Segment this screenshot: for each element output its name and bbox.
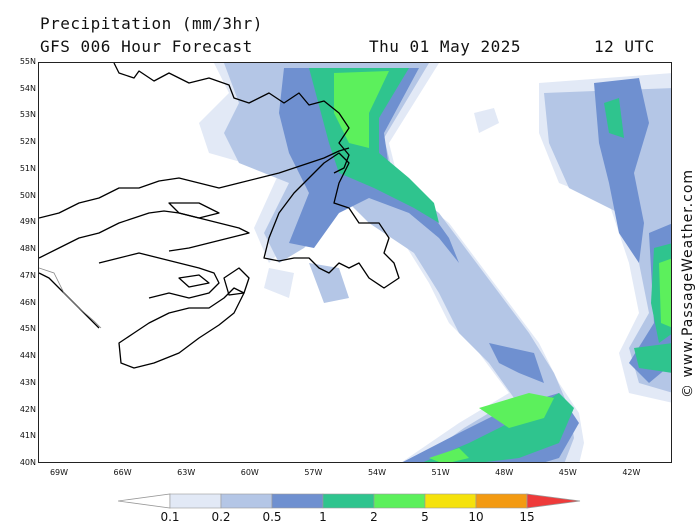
lon-label-42w: 42W (622, 468, 641, 477)
lat-label-49n: 49N (19, 217, 36, 227)
lon-label-51w: 51W (431, 468, 450, 477)
lat-label-55n: 55N (19, 57, 36, 66)
lat-label-46n: 46N (19, 297, 36, 307)
legend-arrow-left (118, 493, 171, 509)
lon-label-66w: 66W (113, 468, 132, 477)
border-lines (39, 267, 102, 329)
coastline-cape-breton (223, 267, 250, 296)
precipitation-legend (118, 493, 581, 509)
legend-arrow-right (526, 493, 581, 509)
coastline-newfoundland (263, 152, 400, 289)
coastline-anticosti (168, 202, 220, 219)
precip-east-1c (634, 343, 671, 373)
legend-label-0-2: 0.2 (211, 510, 231, 524)
precipitation-map (38, 62, 672, 463)
precip-south-2 (479, 393, 554, 428)
legend-swatch-10 (475, 493, 528, 509)
lon-label-54w: 54W (367, 468, 387, 477)
legend-swatch-05 (271, 493, 324, 509)
legend-label-15: 15 (519, 510, 535, 524)
legend-label-0-5: 0.5 (262, 510, 282, 524)
coastline-st-lawrence-south (39, 210, 250, 259)
legend-swatch-01 (169, 493, 222, 509)
lat-label-54n: 54N (19, 83, 36, 93)
precip-east-1 (604, 98, 624, 138)
precip-layer-2 (334, 71, 671, 462)
coastline-labrador (113, 63, 350, 174)
precip-band-east-02 (544, 88, 671, 393)
legend-swatch-5 (424, 493, 477, 509)
lon-label-57w: 57W (304, 468, 323, 477)
coastline-maine (39, 272, 100, 329)
precip-spot-2 (264, 268, 294, 298)
lat-label-40n: 40N (19, 458, 36, 467)
forecast-time: 12 UTC (594, 37, 655, 56)
coastlines (39, 63, 400, 369)
lon-label-60w: 60W (240, 468, 259, 477)
lat-label-50n: 50N (19, 190, 36, 200)
legend-label-0-1: 0.1 (160, 510, 180, 524)
lat-label-45n: 45N (19, 324, 36, 334)
border-canada-us (39, 267, 102, 329)
precip-south-05 (489, 343, 544, 383)
lat-label-51n: 51N (19, 163, 36, 173)
lat-label-42n: 42N (19, 404, 36, 414)
forecast-subtitle: GFS 006 Hour Forecast (40, 37, 253, 56)
map-title: Precipitation (mm/3hr) (40, 14, 263, 33)
lat-label-41n: 41N (19, 431, 36, 441)
precip-mid-patch (309, 263, 349, 303)
coastline-nova-scotia (118, 287, 245, 369)
lon-label-63w: 63W (177, 468, 196, 477)
legend-label-5: 5 (421, 510, 429, 524)
coastline-pei (178, 274, 210, 288)
lat-label-48n: 48N (19, 244, 36, 254)
lat-label-47n: 47N (19, 270, 36, 280)
lon-label-45w: 45W (558, 468, 577, 477)
legend-label-1: 1 (319, 510, 327, 524)
copyright-text: © www.PassageWeather.com (680, 168, 696, 398)
lon-label-48w: 48W (495, 468, 514, 477)
legend-swatch-1 (322, 493, 375, 509)
precip-south-2b (429, 448, 469, 462)
lat-label-52n: 52N (19, 137, 36, 147)
legend-label-2: 2 (370, 510, 378, 524)
coastline-gaspe (98, 252, 220, 299)
forecast-date: Thu 01 May 2025 (369, 37, 521, 56)
lat-label-53n: 53N (19, 110, 36, 120)
lat-label-44n: 44N (19, 351, 36, 361)
lon-label-69w: 69W (49, 468, 69, 477)
precip-east-2 (659, 258, 671, 328)
map-canvas (39, 63, 671, 462)
precip-spot-1 (474, 108, 499, 133)
legend-swatch-02 (220, 493, 273, 509)
legend-swatch-2 (373, 493, 426, 509)
coastline-quebec-north-shore (39, 147, 350, 219)
legend-label-10: 10 (468, 510, 484, 524)
lat-label-43n: 43N (19, 377, 36, 387)
